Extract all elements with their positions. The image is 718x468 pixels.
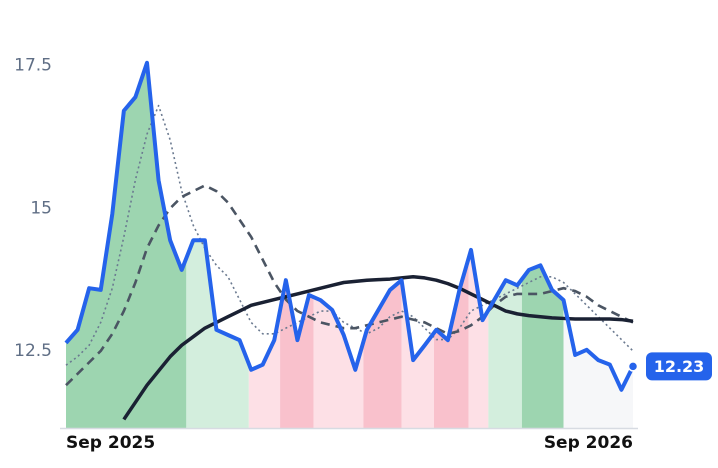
band-area: [363, 280, 402, 428]
x-tick-label: Sep 2026: [544, 433, 633, 453]
band-area: [488, 279, 522, 428]
series-line: [122, 275, 634, 421]
value-pill: [646, 352, 712, 381]
band-area: [186, 240, 249, 428]
band-area: [468, 249, 489, 428]
band-area: [313, 297, 364, 428]
band-area: [248, 310, 281, 428]
series-line: [64, 60, 635, 392]
y-tick-label: 17.5: [14, 56, 52, 76]
y-tick-label: 12.5: [14, 341, 52, 361]
band-area: [401, 280, 434, 428]
band-area: [433, 257, 469, 428]
band-area: [66, 62, 187, 428]
band-area: [563, 300, 633, 428]
last-point: [627, 361, 639, 372]
band-area: [521, 265, 564, 428]
x-tick-label: Sep 2025: [66, 433, 155, 453]
last-value-label: 12.23: [654, 357, 705, 376]
y-tick-label: 15: [30, 198, 52, 218]
